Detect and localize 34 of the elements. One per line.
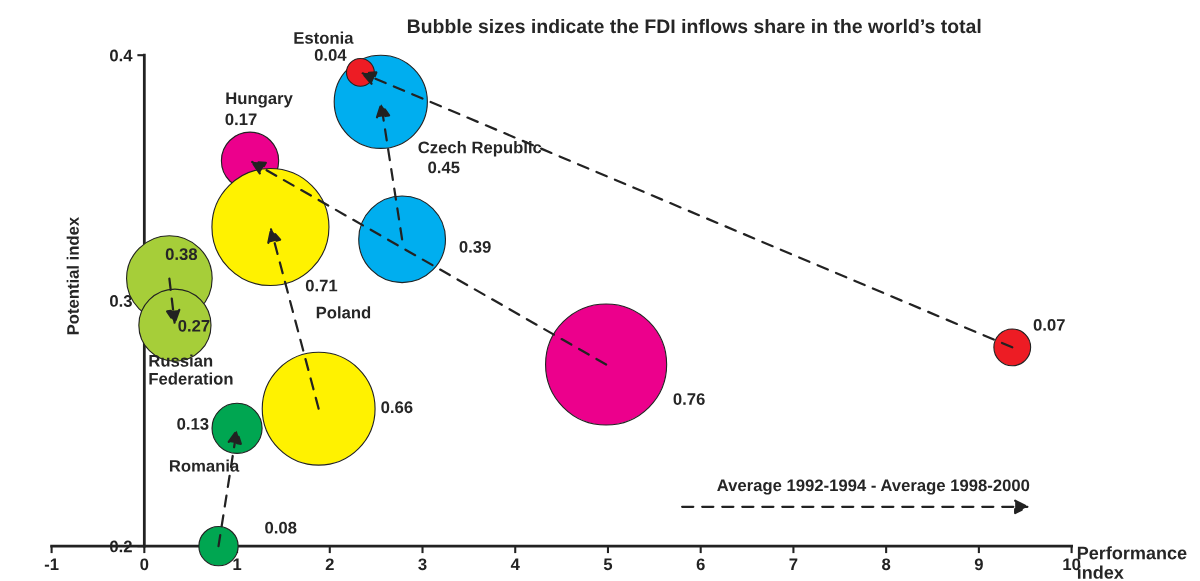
x-tick-label: 7 bbox=[789, 558, 798, 571]
x-tick-label: -1 bbox=[44, 558, 59, 571]
y-axis-title: Potential index bbox=[66, 216, 79, 335]
x-tick-label: 4 bbox=[510, 558, 520, 571]
annotation: Average 1992-1994 - Average 1998-2000 bbox=[717, 479, 1030, 495]
data-label: 0.76 bbox=[673, 393, 705, 405]
x-tick-label: 2 bbox=[325, 558, 334, 571]
y-tick-label: 0.3 bbox=[110, 295, 132, 307]
data-label: 0.13 bbox=[177, 417, 209, 430]
data-label: 0.71 bbox=[305, 279, 338, 292]
x-tick-label: 6 bbox=[696, 558, 705, 571]
series-label: Czech Republic bbox=[418, 141, 542, 157]
data-label: 0.38 bbox=[165, 248, 198, 261]
data-label: 0.66 bbox=[381, 401, 413, 414]
series-label: Romania bbox=[169, 459, 240, 472]
x-tick-label: 9 bbox=[974, 558, 983, 571]
x-tick-label: 5 bbox=[603, 558, 613, 571]
data-label: 0.17 bbox=[225, 113, 257, 126]
data-label: 0.27 bbox=[178, 319, 210, 332]
data-label: 0.07 bbox=[1033, 318, 1065, 331]
x-tick-label: 1 bbox=[233, 558, 242, 571]
x-tick-label: 0 bbox=[140, 558, 149, 571]
series-label: Hungary bbox=[226, 92, 293, 108]
y-tick-label: 0.4 bbox=[110, 49, 133, 62]
chart-title: Bubble sizes indicate the FDI inflows share in the world’s total bbox=[407, 18, 981, 34]
x-tick-label: 3 bbox=[418, 558, 427, 571]
data-label: 0.39 bbox=[459, 240, 491, 253]
series-label: Poland bbox=[316, 306, 371, 319]
x-tick-label: 8 bbox=[882, 558, 891, 571]
data-label: 0.04 bbox=[314, 49, 347, 61]
data-label: 0.08 bbox=[265, 521, 297, 534]
data-label: 0.45 bbox=[428, 161, 460, 174]
series-label: Russian Federation bbox=[149, 354, 233, 385]
series-label: Estonia bbox=[294, 31, 354, 44]
